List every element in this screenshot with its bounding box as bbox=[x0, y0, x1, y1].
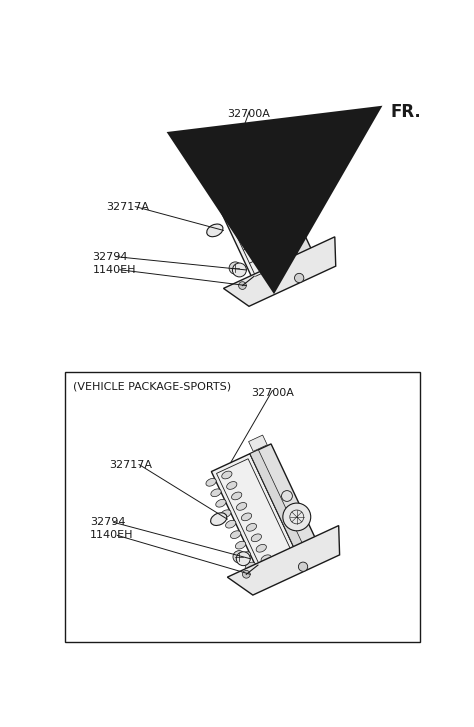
Polygon shape bbox=[245, 146, 264, 163]
Bar bbox=[65, 372, 420, 642]
Ellipse shape bbox=[232, 492, 242, 499]
Text: 1140EH: 1140EH bbox=[90, 531, 134, 540]
Circle shape bbox=[238, 281, 246, 289]
Text: 32717A: 32717A bbox=[106, 201, 149, 212]
Polygon shape bbox=[228, 526, 339, 595]
Ellipse shape bbox=[207, 224, 223, 237]
Circle shape bbox=[283, 503, 311, 531]
Ellipse shape bbox=[241, 513, 252, 521]
Ellipse shape bbox=[222, 471, 232, 479]
Ellipse shape bbox=[227, 481, 237, 489]
Ellipse shape bbox=[237, 502, 247, 510]
Ellipse shape bbox=[230, 531, 241, 539]
Circle shape bbox=[233, 550, 246, 563]
Text: 32717A: 32717A bbox=[109, 459, 153, 470]
Ellipse shape bbox=[266, 566, 276, 573]
Ellipse shape bbox=[226, 521, 236, 528]
Ellipse shape bbox=[221, 510, 231, 518]
Polygon shape bbox=[246, 161, 307, 276]
Circle shape bbox=[278, 202, 289, 212]
Polygon shape bbox=[208, 165, 299, 294]
Text: (VEHICLE PACKAGE-SPORTS): (VEHICLE PACKAGE-SPORTS) bbox=[73, 382, 231, 391]
Text: FR.: FR. bbox=[391, 103, 422, 121]
Text: 32700A: 32700A bbox=[251, 387, 294, 398]
Ellipse shape bbox=[261, 555, 271, 563]
Circle shape bbox=[279, 214, 307, 242]
Ellipse shape bbox=[206, 478, 216, 486]
Circle shape bbox=[229, 262, 241, 274]
Circle shape bbox=[232, 263, 246, 277]
Polygon shape bbox=[250, 444, 323, 566]
Text: 32700A: 32700A bbox=[228, 109, 271, 119]
Text: 1140EH: 1140EH bbox=[92, 265, 136, 275]
Polygon shape bbox=[250, 450, 311, 566]
Ellipse shape bbox=[236, 541, 246, 549]
Circle shape bbox=[242, 571, 250, 578]
Ellipse shape bbox=[256, 545, 266, 552]
Polygon shape bbox=[223, 237, 336, 306]
Text: 32794: 32794 bbox=[92, 252, 128, 262]
Circle shape bbox=[294, 273, 304, 283]
Ellipse shape bbox=[240, 552, 251, 560]
Circle shape bbox=[299, 562, 308, 571]
Ellipse shape bbox=[210, 513, 227, 526]
Ellipse shape bbox=[251, 534, 262, 542]
Ellipse shape bbox=[216, 499, 226, 507]
Circle shape bbox=[237, 552, 250, 566]
Polygon shape bbox=[211, 454, 302, 583]
Ellipse shape bbox=[246, 523, 256, 531]
Polygon shape bbox=[246, 155, 319, 276]
Circle shape bbox=[282, 491, 292, 502]
Ellipse shape bbox=[245, 562, 255, 570]
Text: 32794: 32794 bbox=[90, 518, 126, 527]
Ellipse shape bbox=[211, 489, 221, 497]
Ellipse shape bbox=[250, 573, 260, 580]
Polygon shape bbox=[248, 435, 267, 451]
